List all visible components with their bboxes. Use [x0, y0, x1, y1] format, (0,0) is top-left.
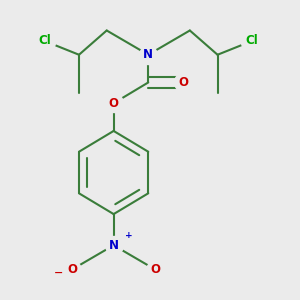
- Text: N: N: [143, 48, 153, 61]
- Text: −: −: [53, 268, 63, 278]
- Text: +: +: [125, 231, 133, 240]
- Text: N: N: [109, 239, 118, 252]
- Text: O: O: [109, 97, 118, 110]
- Text: O: O: [150, 263, 160, 276]
- Text: O: O: [67, 263, 77, 276]
- Text: Cl: Cl: [38, 34, 51, 47]
- Text: Cl: Cl: [246, 34, 259, 47]
- Text: O: O: [178, 76, 188, 89]
